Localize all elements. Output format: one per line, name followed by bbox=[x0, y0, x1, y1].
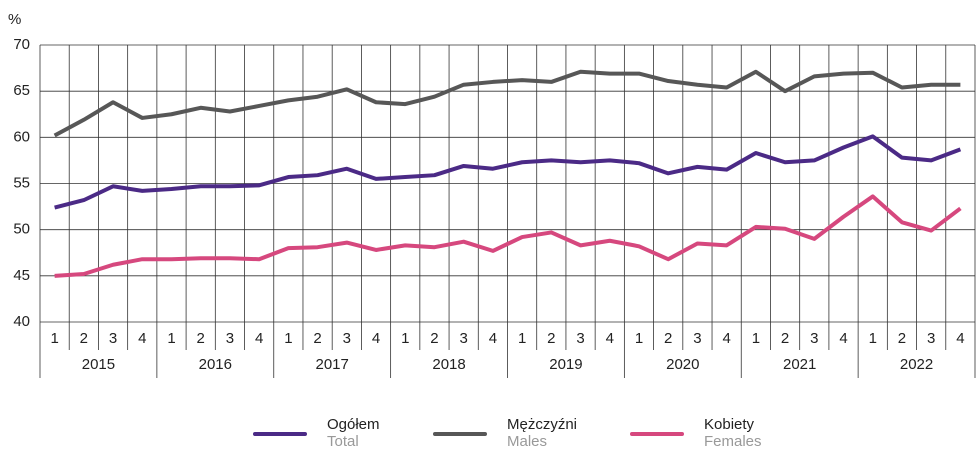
x-tick-label: 3 bbox=[343, 330, 351, 347]
y-tick-label: 50 bbox=[13, 221, 30, 238]
x-tick-label: 4 bbox=[839, 330, 847, 347]
x-tick-label: 2 bbox=[80, 330, 88, 347]
x-tick-label: 1 bbox=[752, 330, 760, 347]
x-tick-label: 4 bbox=[138, 330, 146, 347]
x-tick-label: 1 bbox=[401, 330, 409, 347]
x-tick-label: 3 bbox=[576, 330, 584, 347]
legend-label: Kobiety bbox=[704, 416, 755, 433]
legend-sublabel: Males bbox=[507, 433, 547, 450]
year-label: 2022 bbox=[900, 356, 933, 373]
x-tick-label: 4 bbox=[372, 330, 380, 347]
x-tick-label: 4 bbox=[956, 330, 964, 347]
x-tick-label: 2 bbox=[664, 330, 672, 347]
series-line bbox=[54, 194, 962, 278]
x-tick-label: 4 bbox=[489, 330, 497, 347]
legend-label: Ogółem bbox=[327, 416, 380, 433]
x-tick-label: 4 bbox=[606, 330, 614, 347]
x-tick-label: 3 bbox=[927, 330, 935, 347]
year-label: 2019 bbox=[549, 356, 582, 373]
legend-sublabel: Females bbox=[704, 433, 762, 450]
x-tick-label: 2 bbox=[430, 330, 438, 347]
year-label: 2020 bbox=[666, 356, 699, 373]
series-line bbox=[53, 69, 961, 138]
x-tick-label: 3 bbox=[810, 330, 818, 347]
y-axis-label: % bbox=[8, 11, 21, 28]
y-tick-label: 70 bbox=[13, 36, 30, 53]
x-tick-label: 1 bbox=[869, 330, 877, 347]
x-tick-label: 3 bbox=[693, 330, 701, 347]
x-tick-label: 3 bbox=[226, 330, 234, 347]
y-tick-label: 40 bbox=[13, 313, 30, 330]
y-tick-label: 55 bbox=[13, 174, 30, 191]
y-tick-label: 65 bbox=[13, 82, 30, 99]
series-line bbox=[54, 134, 962, 210]
x-tick-label: 4 bbox=[255, 330, 263, 347]
x-tick-label: 1 bbox=[518, 330, 526, 347]
x-tick-label: 1 bbox=[50, 330, 58, 347]
x-tick-label: 2 bbox=[898, 330, 906, 347]
legend-label: Mężczyźni bbox=[507, 416, 577, 433]
legend-sublabel: Total bbox=[327, 433, 359, 450]
x-tick-label: 2 bbox=[547, 330, 555, 347]
year-label: 2017 bbox=[316, 356, 349, 373]
year-label: 2018 bbox=[432, 356, 465, 373]
x-tick-label: 1 bbox=[284, 330, 292, 347]
x-tick-label: 2 bbox=[781, 330, 789, 347]
x-tick-label: 1 bbox=[167, 330, 175, 347]
year-label: 2015 bbox=[82, 356, 115, 373]
x-tick-label: 3 bbox=[109, 330, 117, 347]
x-tick-label: 2 bbox=[313, 330, 321, 347]
x-tick-label: 4 bbox=[722, 330, 730, 347]
y-tick-label: 60 bbox=[13, 128, 30, 145]
x-tick-label: 2 bbox=[197, 330, 205, 347]
y-tick-label: 45 bbox=[13, 267, 30, 284]
x-tick-label: 3 bbox=[460, 330, 468, 347]
x-tick-label: 1 bbox=[635, 330, 643, 347]
year-label: 2016 bbox=[199, 356, 232, 373]
year-label: 2021 bbox=[783, 356, 816, 373]
